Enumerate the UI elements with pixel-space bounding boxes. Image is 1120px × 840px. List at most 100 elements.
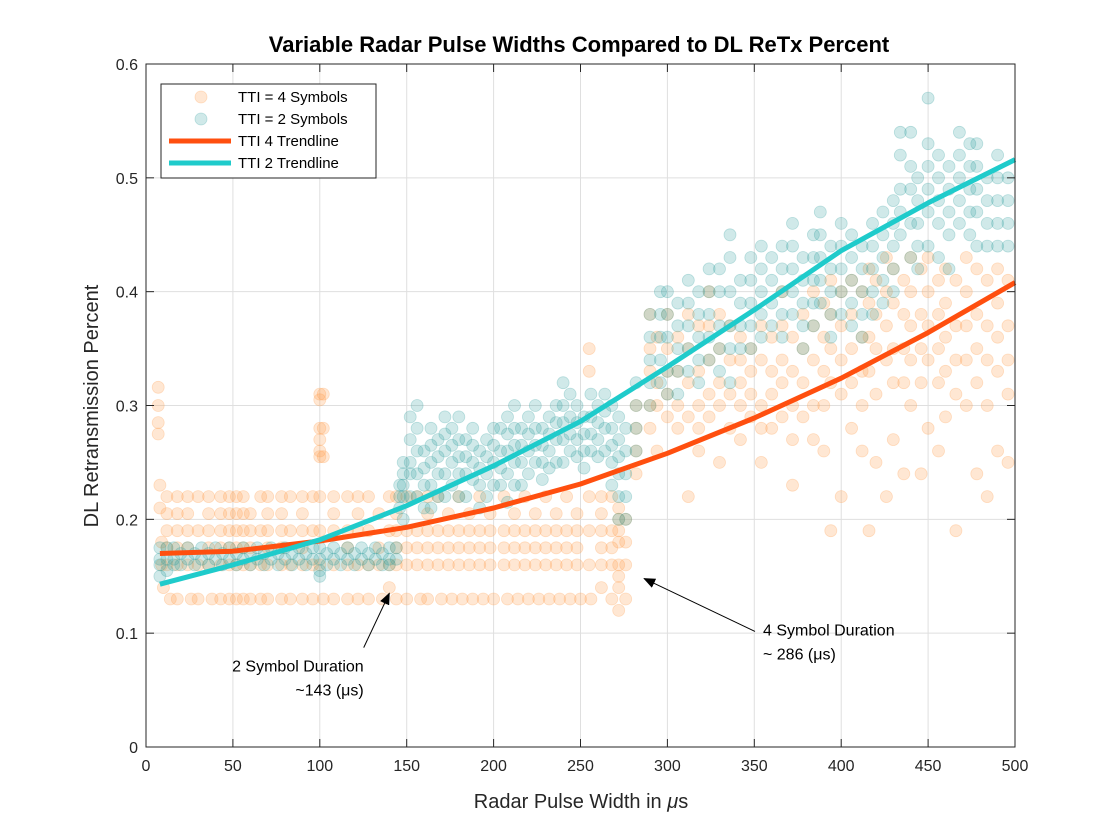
data-point [897, 467, 911, 481]
data-point [494, 444, 508, 458]
data-point [351, 507, 365, 520]
data-point [754, 455, 768, 469]
data-point [775, 376, 789, 390]
data-point [904, 159, 918, 173]
trendline-series-2 [159, 280, 1017, 556]
data-point [629, 399, 643, 412]
data-point [834, 490, 848, 504]
legend: TTI = 4 Symbols TTI = 2 Symbols TTI 4 Tren… [160, 83, 377, 179]
data-point [153, 541, 167, 555]
data-point [410, 444, 424, 458]
data-point [393, 490, 407, 504]
data-point [424, 501, 438, 515]
data-point [817, 364, 831, 378]
data-point [466, 455, 480, 469]
data-point [438, 467, 452, 481]
data-point [754, 262, 768, 276]
data-point [515, 455, 528, 469]
data-point [953, 148, 966, 162]
x-tick-label: 200 [480, 758, 507, 775]
data-point [313, 569, 327, 583]
data-point [661, 307, 674, 321]
data-point [681, 307, 695, 321]
data-point [261, 507, 275, 520]
data-point [932, 376, 945, 390]
data-point [661, 330, 674, 344]
data-point [393, 478, 407, 492]
data-point [501, 427, 514, 441]
data-point [619, 444, 633, 458]
data-point [904, 319, 918, 333]
data-point [229, 490, 243, 504]
data-point [796, 307, 810, 321]
data-point [508, 507, 521, 520]
data-point [577, 461, 591, 475]
data-point [661, 307, 674, 321]
data-point [605, 421, 619, 435]
data-point [160, 564, 174, 577]
data-point [744, 251, 758, 264]
trendline-series-3 [159, 157, 1017, 587]
data-point [452, 490, 466, 504]
data-point [807, 433, 820, 447]
data-point [754, 307, 768, 321]
data-point [904, 399, 918, 412]
data-point [595, 507, 608, 520]
data-point [487, 592, 501, 606]
data-point [155, 535, 169, 549]
data-point [382, 558, 396, 572]
data-point [681, 490, 695, 504]
data-point [508, 421, 521, 435]
data-point [522, 410, 535, 424]
data-point [713, 307, 726, 321]
data-point [904, 251, 918, 264]
data-point [582, 558, 596, 572]
data-point [744, 319, 758, 333]
data-point [605, 592, 619, 606]
data-point [271, 558, 285, 572]
data-point [612, 604, 626, 617]
data-point [275, 592, 289, 606]
data-point [796, 296, 810, 310]
data-point [202, 490, 216, 504]
data-point [959, 319, 973, 333]
data-point [942, 262, 956, 276]
data-point [886, 194, 900, 208]
data-point [222, 592, 236, 606]
data-point [229, 592, 243, 606]
data-point [313, 387, 327, 401]
data-point [327, 592, 341, 606]
data-point [542, 592, 556, 606]
data-point [980, 353, 994, 367]
data-point [932, 342, 945, 356]
x-tick-label: 0 [142, 758, 151, 775]
data-point [313, 552, 327, 566]
data-point [372, 541, 386, 555]
data-point [605, 438, 619, 452]
data-point [368, 552, 382, 566]
data-point [368, 541, 382, 555]
data-point [327, 552, 341, 566]
data-point [654, 353, 667, 367]
data-point [438, 410, 452, 424]
data-point [441, 558, 455, 572]
tick-labels: 0 50 100 150 200 250 300 350 400 450 500 0 0.1 0.2 0.3… [116, 57, 1029, 775]
trendlines [159, 157, 1017, 587]
data-point [671, 319, 685, 333]
data-point [702, 307, 716, 321]
data-point [643, 399, 657, 412]
data-point [754, 285, 768, 299]
data-point [508, 524, 521, 538]
data-point [417, 478, 431, 492]
data-point [313, 558, 327, 572]
data-point [959, 285, 973, 299]
data-point [584, 387, 598, 401]
data-point [921, 159, 935, 173]
data-point [953, 194, 966, 208]
data-point [362, 592, 375, 606]
data-point [817, 330, 831, 344]
data-point [939, 296, 952, 310]
x-axis-label-prefix: Radar Pulse Width in [474, 791, 667, 813]
data-point [170, 507, 184, 520]
